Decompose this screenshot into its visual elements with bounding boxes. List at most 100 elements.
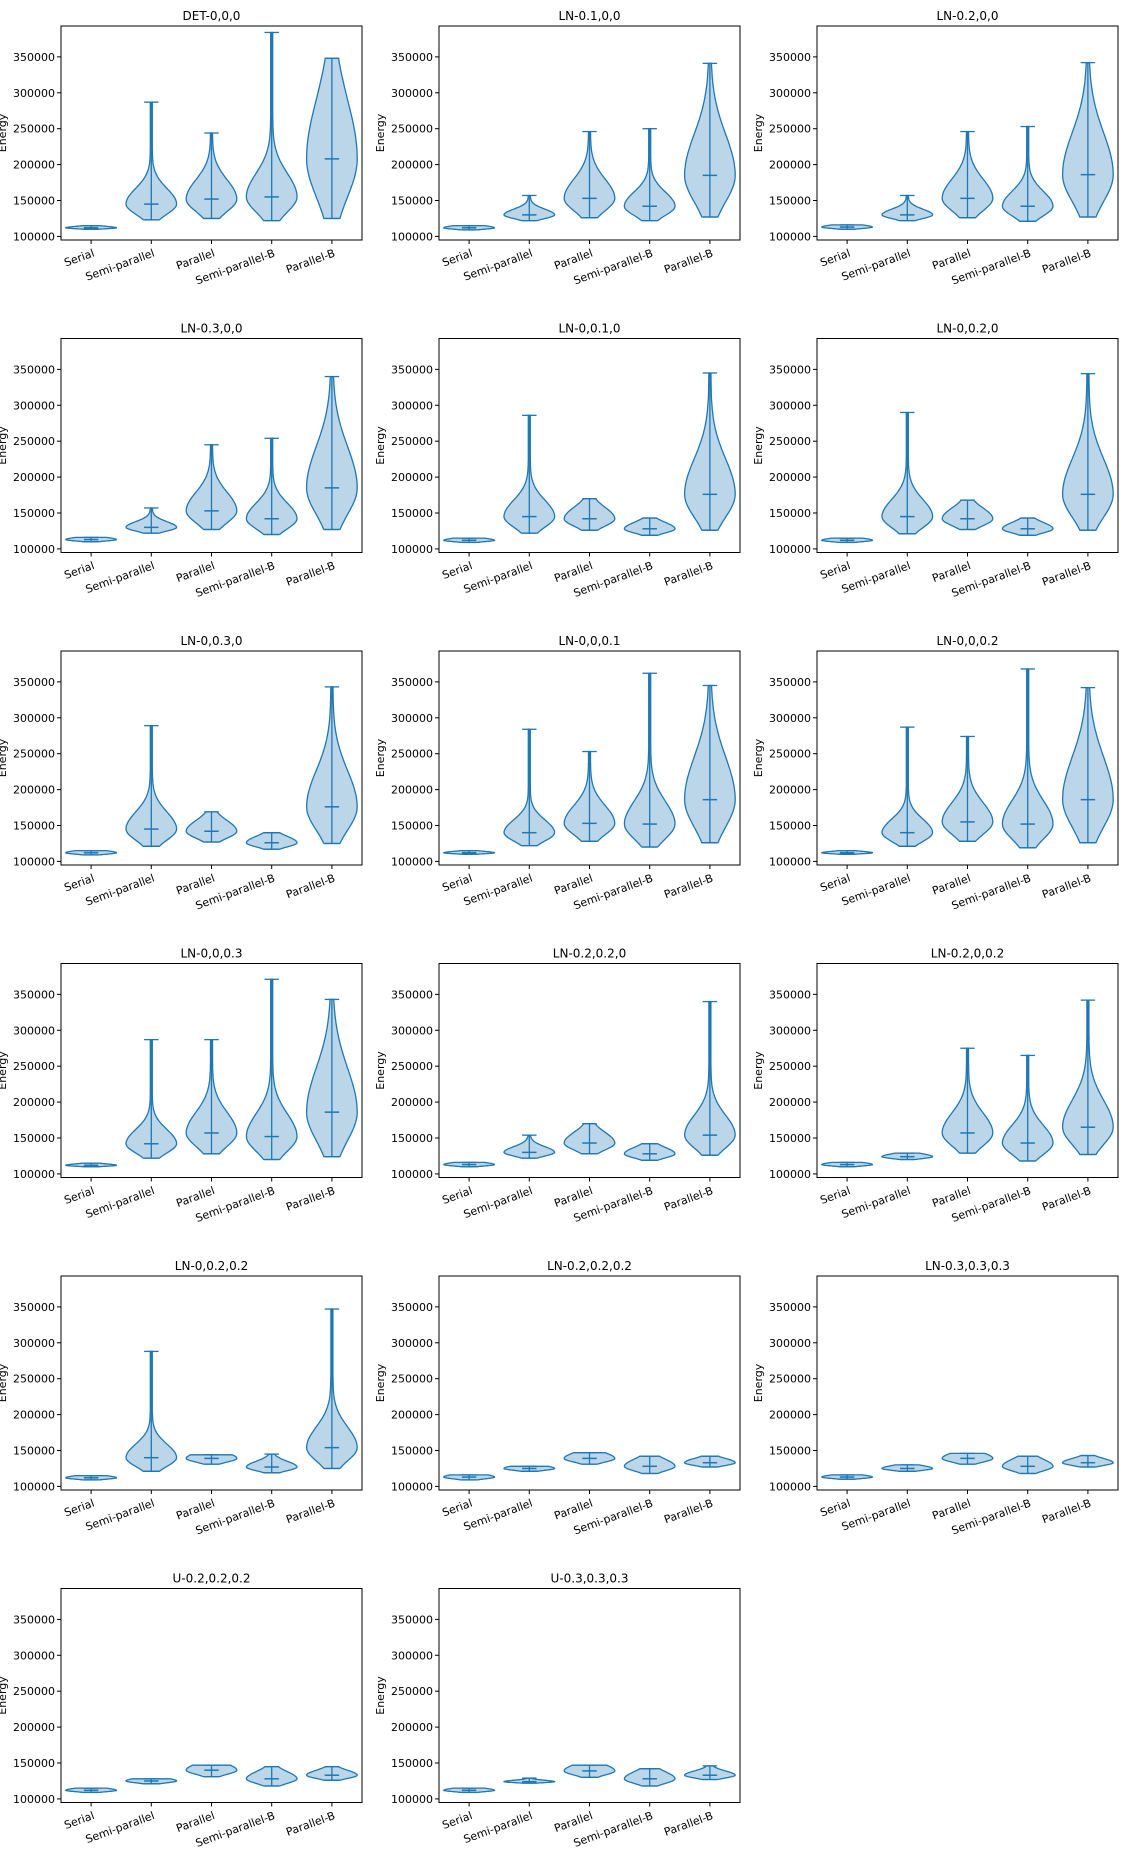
subplot: U-0.2,0.2,0.2 Energy 100000 150000 200000 250…: [0, 1572, 363, 1850]
y-tick-label: 200000: [13, 1096, 55, 1109]
y-tick-label: 250000: [769, 435, 811, 448]
y-tick-label: 300000: [391, 1024, 433, 1037]
y-tick-label: 150000: [13, 195, 55, 208]
y-axis-label: Energy: [374, 1676, 387, 1715]
subplot-title: DET-0,0,0: [183, 9, 241, 23]
y-tick-label: 150000: [391, 1757, 433, 1770]
subplot-title: LN-0,0.2,0.2: [175, 1259, 248, 1273]
y-tick-label: 100000: [769, 543, 811, 556]
y-tick-label: 250000: [391, 1685, 433, 1698]
subplot: LN-0.2,0,0.2 Energy 100000 150000 200000 2500…: [752, 947, 1119, 1225]
x-tick-label: Semi-parallel: [840, 872, 913, 909]
subplot: DET-0,0,0 Energy 100000 150000 200000 250000 3…: [0, 9, 363, 287]
subplot-title: LN-0,0.3,0: [181, 634, 243, 648]
subplot-title: LN-0.2,0.2,0.2: [547, 1259, 632, 1273]
y-tick-label: 300000: [769, 1024, 811, 1037]
y-tick-label: 350000: [13, 988, 55, 1001]
y-axis-label: Energy: [0, 426, 9, 465]
x-tick-label: Parallel-B: [662, 559, 715, 589]
subplot-title: LN-0,0.2,0: [937, 322, 999, 336]
subplot-title: LN-0.3,0,0: [181, 322, 243, 336]
y-tick-label: 250000: [13, 1060, 55, 1073]
x-tick-label: Semi-parallel: [462, 247, 535, 284]
plot-frame: [438, 338, 741, 553]
x-tick-label: Semi-parallel: [462, 872, 535, 909]
y-tick-label: 350000: [769, 363, 811, 376]
y-tick-label: 150000: [769, 1445, 811, 1458]
y-axis-label: Energy: [0, 1051, 9, 1090]
x-tick-label: Serial: [62, 1497, 96, 1520]
y-tick-label: 150000: [391, 1132, 433, 1145]
y-tick-label: 350000: [391, 1301, 433, 1314]
y-tick-label: 100000: [13, 543, 55, 556]
x-tick-label: Parallel-B: [1040, 872, 1093, 902]
subplot: LN-0,0,0.1 Energy 100000 150000 200000 250000…: [374, 634, 741, 912]
y-tick-label: 250000: [391, 1060, 433, 1073]
y-tick-label: 350000: [13, 1613, 55, 1626]
plot-frame: [816, 338, 1119, 553]
plot-frame: [60, 963, 363, 1178]
y-axis-label: Energy: [752, 426, 765, 465]
x-tick-label: Semi-parallel: [84, 872, 157, 909]
y-tick-label: 200000: [13, 1721, 55, 1734]
subplot-title: LN-0.3,0.3,0.3: [925, 1259, 1010, 1273]
x-tick-label: Parallel-B: [284, 559, 337, 589]
y-tick-label: 300000: [769, 712, 811, 725]
x-tick-label: Parallel-B: [1040, 1184, 1093, 1214]
subplot: LN-0.2,0.2,0 Energy 100000 150000 200000 2500…: [374, 947, 741, 1225]
x-tick-label: Serial: [440, 559, 474, 582]
y-axis-label: Energy: [0, 1676, 9, 1715]
y-tick-label: 350000: [13, 1301, 55, 1314]
y-tick-label: 300000: [769, 87, 811, 100]
x-tick-label: Serial: [440, 1184, 474, 1207]
y-tick-label: 150000: [13, 1445, 55, 1458]
y-tick-label: 350000: [391, 676, 433, 689]
subplot: LN-0,0.2,0.2 Energy 100000 150000 200000 2500…: [0, 1259, 363, 1537]
subplot-title: LN-0.2,0,0: [937, 9, 999, 23]
y-tick-label: 250000: [391, 1373, 433, 1386]
x-tick-label: Serial: [62, 1809, 96, 1832]
x-tick-label: Parallel-B: [284, 1184, 337, 1214]
plot-frame: [816, 1275, 1119, 1491]
subplot-title: LN-0.1,0,0: [559, 9, 621, 23]
y-axis-label: Energy: [752, 1051, 765, 1090]
subplot: LN-0,0.2,0 Energy 100000 150000 200000 250000…: [752, 322, 1119, 600]
y-tick-label: 200000: [769, 159, 811, 172]
y-tick-label: 300000: [391, 399, 433, 412]
y-tick-label: 250000: [13, 1685, 55, 1698]
x-tick-label: Serial: [818, 559, 852, 582]
y-tick-label: 250000: [769, 1373, 811, 1386]
y-tick-label: 100000: [391, 855, 433, 868]
y-tick-label: 100000: [391, 1480, 433, 1493]
y-tick-label: 200000: [13, 159, 55, 172]
y-tick-label: 150000: [13, 507, 55, 520]
y-tick-label: 150000: [769, 1132, 811, 1145]
y-tick-label: 150000: [391, 507, 433, 520]
subplot: LN-0.1,0,0 Energy 100000 150000 200000 250000…: [374, 9, 741, 287]
y-tick-label: 200000: [391, 1096, 433, 1109]
y-tick-label: 150000: [391, 820, 433, 833]
y-tick-label: 350000: [391, 988, 433, 1001]
y-tick-label: 200000: [391, 159, 433, 172]
x-tick-label: Parallel-B: [662, 1497, 715, 1527]
y-tick-label: 200000: [391, 1721, 433, 1734]
y-axis-label: Energy: [0, 113, 9, 152]
y-tick-label: 100000: [769, 1480, 811, 1493]
x-tick-label: Semi-parallel: [840, 559, 913, 596]
x-tick-label: Semi-parallel: [462, 559, 535, 596]
y-axis-label: Energy: [0, 738, 9, 777]
y-tick-label: 150000: [769, 507, 811, 520]
x-tick-label: Serial: [818, 1184, 852, 1207]
y-tick-label: 350000: [13, 363, 55, 376]
x-tick-label: Parallel-B: [284, 1497, 337, 1527]
y-axis-label: Energy: [752, 738, 765, 777]
subplot-title: U-0.2,0.2,0.2: [173, 1572, 251, 1586]
y-tick-label: 200000: [769, 1096, 811, 1109]
y-tick-label: 250000: [769, 123, 811, 136]
y-tick-label: 250000: [769, 1060, 811, 1073]
x-tick-label: Serial: [818, 872, 852, 895]
x-tick-label: Serial: [62, 559, 96, 582]
y-tick-label: 300000: [13, 712, 55, 725]
x-tick-label: Parallel-B: [1040, 1497, 1093, 1527]
plot-frame: [438, 650, 741, 866]
